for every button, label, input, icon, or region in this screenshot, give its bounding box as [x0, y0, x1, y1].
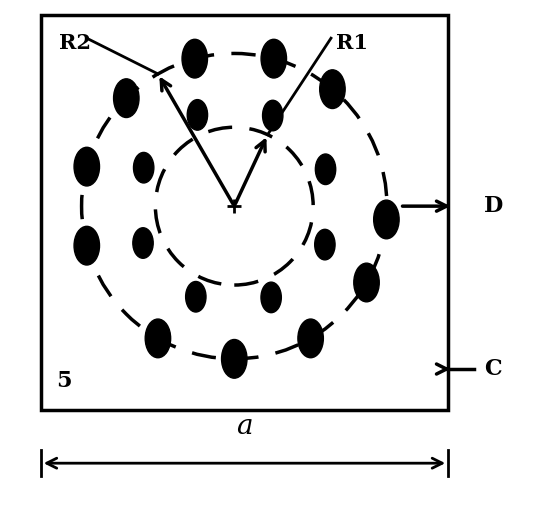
Ellipse shape: [186, 281, 206, 312]
Ellipse shape: [114, 79, 139, 118]
Text: 5: 5: [56, 370, 72, 392]
Text: R1: R1: [336, 33, 368, 53]
Ellipse shape: [298, 319, 323, 358]
Ellipse shape: [74, 147, 100, 186]
Ellipse shape: [187, 100, 207, 130]
Ellipse shape: [320, 70, 345, 108]
Ellipse shape: [134, 152, 154, 183]
Ellipse shape: [261, 39, 287, 78]
Ellipse shape: [262, 100, 283, 131]
Ellipse shape: [373, 200, 399, 239]
Ellipse shape: [222, 340, 247, 378]
Text: R2: R2: [59, 33, 91, 53]
Ellipse shape: [315, 230, 335, 260]
Ellipse shape: [315, 154, 336, 185]
Ellipse shape: [74, 227, 100, 265]
Ellipse shape: [145, 319, 170, 358]
Text: D: D: [483, 195, 503, 217]
Ellipse shape: [261, 282, 282, 313]
Ellipse shape: [354, 263, 380, 302]
Ellipse shape: [182, 39, 207, 78]
Ellipse shape: [133, 228, 153, 258]
Text: C: C: [483, 358, 501, 380]
Bar: [41, 15, 448, 410]
Text: a: a: [236, 413, 252, 440]
